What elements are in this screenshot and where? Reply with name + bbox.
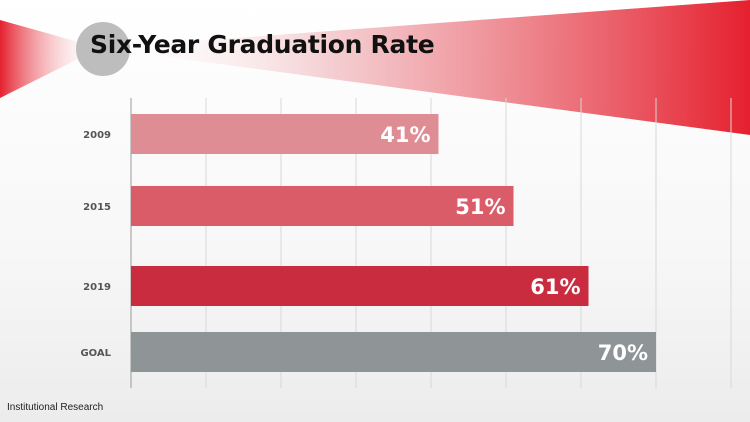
bars bbox=[131, 114, 656, 372]
tick-label-2019: 2019 bbox=[83, 282, 111, 293]
right-wedge bbox=[100, 0, 750, 135]
bar-2009 bbox=[131, 114, 439, 154]
bar-2015 bbox=[131, 186, 514, 226]
tick-label-2009: 2009 bbox=[83, 130, 111, 141]
bar-goal bbox=[131, 332, 656, 372]
data-labels: 41% 51% 61% 70% bbox=[380, 123, 648, 365]
data-label-2019: 61% bbox=[530, 275, 580, 299]
tick-label-2015: 2015 bbox=[83, 202, 111, 213]
data-label-2009: 41% bbox=[380, 123, 430, 147]
title-circle-ornament bbox=[76, 22, 130, 76]
slide-title: Six-Year Graduation Rate bbox=[90, 30, 435, 59]
tick-label-goal: GOAL bbox=[80, 348, 111, 359]
data-label-goal: 70% bbox=[598, 341, 648, 365]
left-wedge bbox=[0, 20, 100, 98]
bar-2019 bbox=[131, 266, 589, 306]
footer-credit: Institutional Research bbox=[7, 402, 104, 413]
category-tick-labels: 2009 2015 2019 GOAL bbox=[80, 130, 111, 359]
data-label-2015: 51% bbox=[455, 195, 505, 219]
